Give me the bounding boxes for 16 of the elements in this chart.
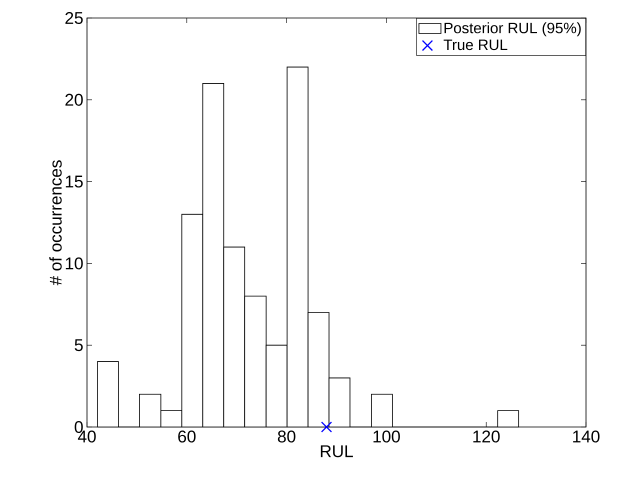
legend-label: True RUL [444,40,508,50]
y-tick-label: 20 [65,94,83,106]
x-tick-label: 100 [374,430,400,443]
x-tick-label: 120 [473,430,500,443]
x-tick-label: 60 [178,430,196,443]
x-axis-title: RUL [320,445,353,458]
legend-label: Posterior RUL (95%) [444,22,581,36]
y-tick-label: 10 [66,257,83,270]
x-tick-label: 80 [278,430,296,443]
x-tick-label: 140 [573,430,600,443]
x-tick-label: 40 [78,430,96,443]
y-tick-label: 0 [74,420,83,434]
y-axis-title: # of occurrences [49,160,62,286]
y-tick-label: 5 [74,339,83,352]
y-tick-label: 25 [65,12,83,24]
y-tick-label: 15 [66,176,83,188]
